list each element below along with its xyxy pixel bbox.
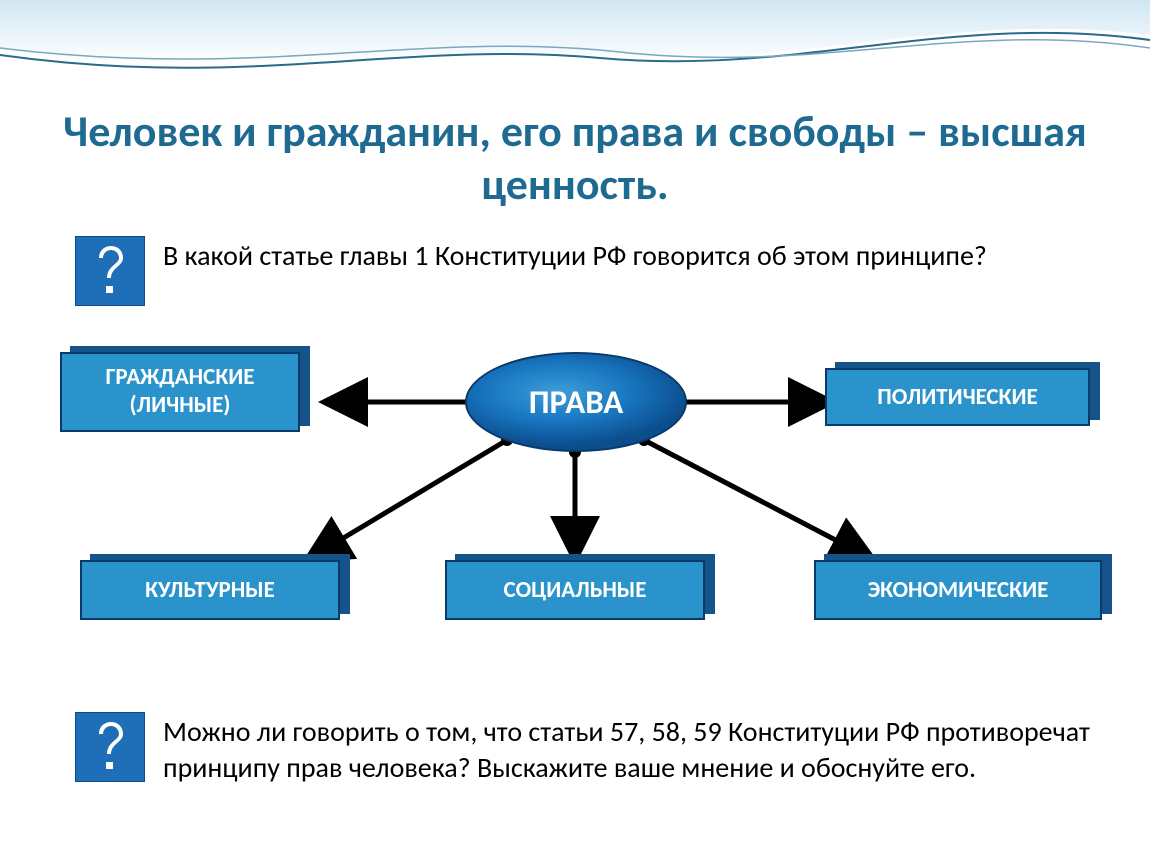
question-1-text: В какой статье главы 1 Конституции РФ го… — [163, 236, 987, 274]
category-social-label: СОЦИАЛЬНЫЕ — [445, 560, 705, 620]
question-block-2: Можно ли говорить о том, что статьи 57, … — [75, 712, 1100, 787]
category-political-label: ПОЛИТИЧЕСКИЕ — [825, 368, 1090, 426]
question-2-text: Можно ли говорить о том, что статьи 57, … — [163, 712, 1100, 787]
category-economic-label: ЭКОНОМИЧЕСКИЕ — [814, 560, 1102, 620]
question-mark-icon — [75, 712, 145, 782]
center-node-rights: ПРАВА — [465, 352, 687, 452]
wave-decoration — [0, 0, 1150, 120]
category-civil: ГРАЖДАНСКИЕ (ЛИЧНЫЕ) — [60, 352, 300, 432]
category-social: СОЦИАЛЬНЫЕ — [445, 560, 705, 620]
rights-diagram: ПРАВА ГРАЖДАНСКИЕ (ЛИЧНЫЕ) ПОЛИТИЧЕСКИЕ … — [50, 330, 1100, 700]
slide-title: Человек и гражданин, его права и свободы… — [50, 105, 1100, 211]
category-civil-label: ГРАЖДАНСКИЕ (ЛИЧНЫЕ) — [60, 352, 300, 432]
category-cultural-label: КУЛЬТУРНЫЕ — [80, 560, 340, 620]
question-mark-icon — [75, 236, 145, 306]
category-cultural: КУЛЬТУРНЫЕ — [80, 560, 340, 620]
question-block-1: В какой статье главы 1 Конституции РФ го… — [75, 236, 1100, 306]
category-political: ПОЛИТИЧЕСКИЕ — [825, 368, 1090, 426]
category-economic: ЭКОНОМИЧЕСКИЕ — [814, 560, 1102, 620]
